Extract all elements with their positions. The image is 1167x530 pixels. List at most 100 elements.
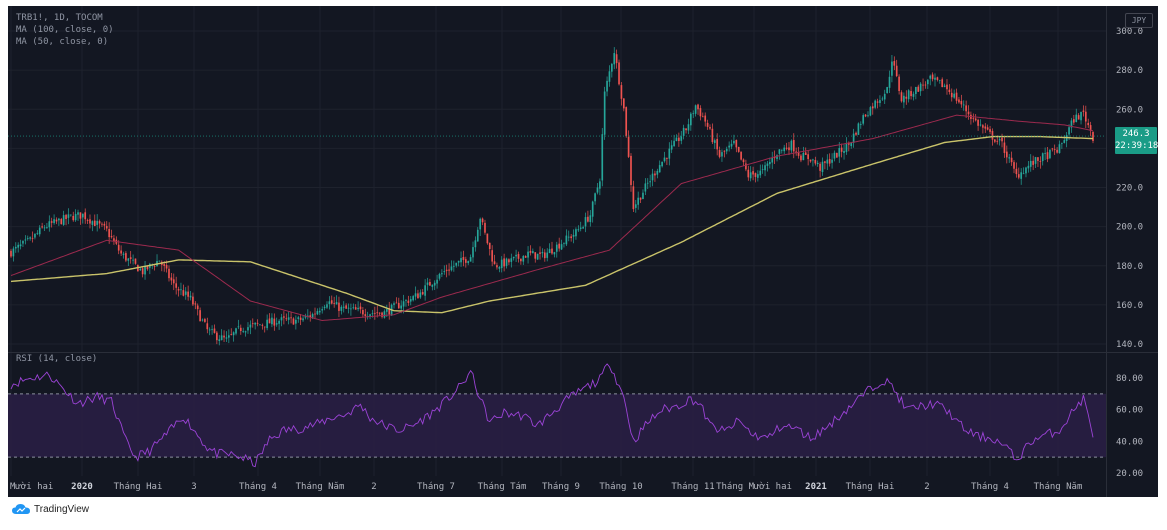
candle-body (701, 116, 704, 118)
candle-body (467, 261, 470, 264)
candle (668, 142, 671, 166)
candle-body (455, 262, 458, 266)
candle (785, 142, 788, 151)
candle (534, 252, 537, 263)
candle (189, 291, 192, 301)
candle (532, 248, 534, 254)
candle (1029, 154, 1032, 172)
candle (752, 166, 754, 181)
candle (778, 149, 781, 160)
candle (278, 319, 280, 330)
time-tick-label: Tháng Năm (1034, 482, 1083, 492)
candle-body (1017, 174, 1020, 178)
candle (881, 96, 884, 101)
last-price-value: 246.3 (1122, 129, 1150, 139)
chart-svg[interactable]: 300.0280.0260.0240.0220.0200.0180.0160.0… (8, 6, 1158, 497)
candle-body (905, 96, 908, 99)
tradingview-logo[interactable]: TradingView (12, 503, 89, 515)
candle-body (278, 320, 280, 324)
candle-body (1037, 157, 1039, 161)
candle-body (388, 308, 391, 315)
candle (800, 153, 802, 163)
candle-body (268, 318, 271, 324)
symbol-legend[interactable]: TRB1!, 1D, TOCOM (16, 13, 103, 23)
candle-body (134, 258, 137, 264)
rsi-tick-label: 40.00 (1116, 437, 1143, 447)
rsi-tick-label: 80.00 (1116, 374, 1143, 384)
candle-body (572, 234, 575, 237)
rsi-legend[interactable]: RSI (14, close) (16, 354, 98, 364)
candle-body (362, 310, 364, 315)
candle-body (1022, 173, 1025, 175)
candle (259, 324, 261, 326)
candle-body (158, 260, 161, 262)
candle-body (1073, 119, 1075, 123)
ma100-legend[interactable]: MA (100, close, 0) (16, 25, 114, 35)
candle (915, 86, 917, 100)
candle-body (340, 306, 343, 311)
candle-body (986, 127, 989, 130)
candle-body (1044, 153, 1046, 154)
candle-body (227, 335, 230, 338)
candle (237, 319, 240, 330)
candle-body (412, 296, 414, 301)
candle (649, 174, 651, 188)
candle-body (699, 108, 702, 117)
candle (192, 292, 194, 306)
candle (1051, 147, 1054, 152)
candle (962, 100, 965, 111)
candle (17, 242, 20, 253)
candle (98, 219, 101, 229)
candle-body (60, 218, 63, 225)
candle-body (965, 105, 967, 112)
candle-body (917, 86, 920, 92)
currency-badge[interactable]: JPY (1125, 13, 1153, 28)
candle (275, 317, 278, 327)
candle-body (685, 128, 687, 131)
candle-body (539, 252, 541, 254)
candle (536, 253, 539, 260)
candle (682, 124, 685, 140)
candle-body (742, 159, 745, 163)
candle (455, 262, 458, 268)
candle (771, 151, 774, 170)
candle-body (421, 292, 424, 295)
candle (826, 154, 829, 170)
candle (1082, 105, 1085, 117)
candle-body (1056, 149, 1058, 153)
candle (481, 217, 484, 226)
candle-body (752, 171, 754, 175)
candle (871, 102, 874, 115)
candle (117, 240, 120, 255)
candle-body (646, 182, 649, 184)
candle-body (405, 300, 407, 301)
candle (479, 217, 482, 236)
ma50-legend[interactable]: MA (50, close, 0) (16, 37, 109, 47)
candle (766, 161, 769, 172)
candle-body (12, 248, 15, 257)
candle-body (594, 193, 596, 202)
candle (515, 249, 517, 262)
candle (29, 236, 31, 241)
candle-body (55, 219, 58, 222)
candle (802, 146, 805, 161)
candle (836, 152, 838, 158)
candle-body (577, 229, 580, 231)
candle (685, 128, 687, 134)
candle (845, 137, 848, 155)
candle-body (105, 226, 108, 229)
candle-body (486, 233, 489, 244)
candle (709, 124, 711, 131)
candle (606, 76, 608, 97)
candle (184, 287, 187, 300)
candle (673, 134, 675, 148)
candle-body (417, 293, 419, 299)
candle-body (77, 212, 79, 215)
candle (898, 74, 900, 95)
candle (342, 301, 345, 313)
candle-body (591, 201, 594, 217)
candle-body (512, 256, 515, 259)
candle (601, 127, 604, 187)
candle (596, 183, 599, 195)
candle (70, 214, 72, 217)
